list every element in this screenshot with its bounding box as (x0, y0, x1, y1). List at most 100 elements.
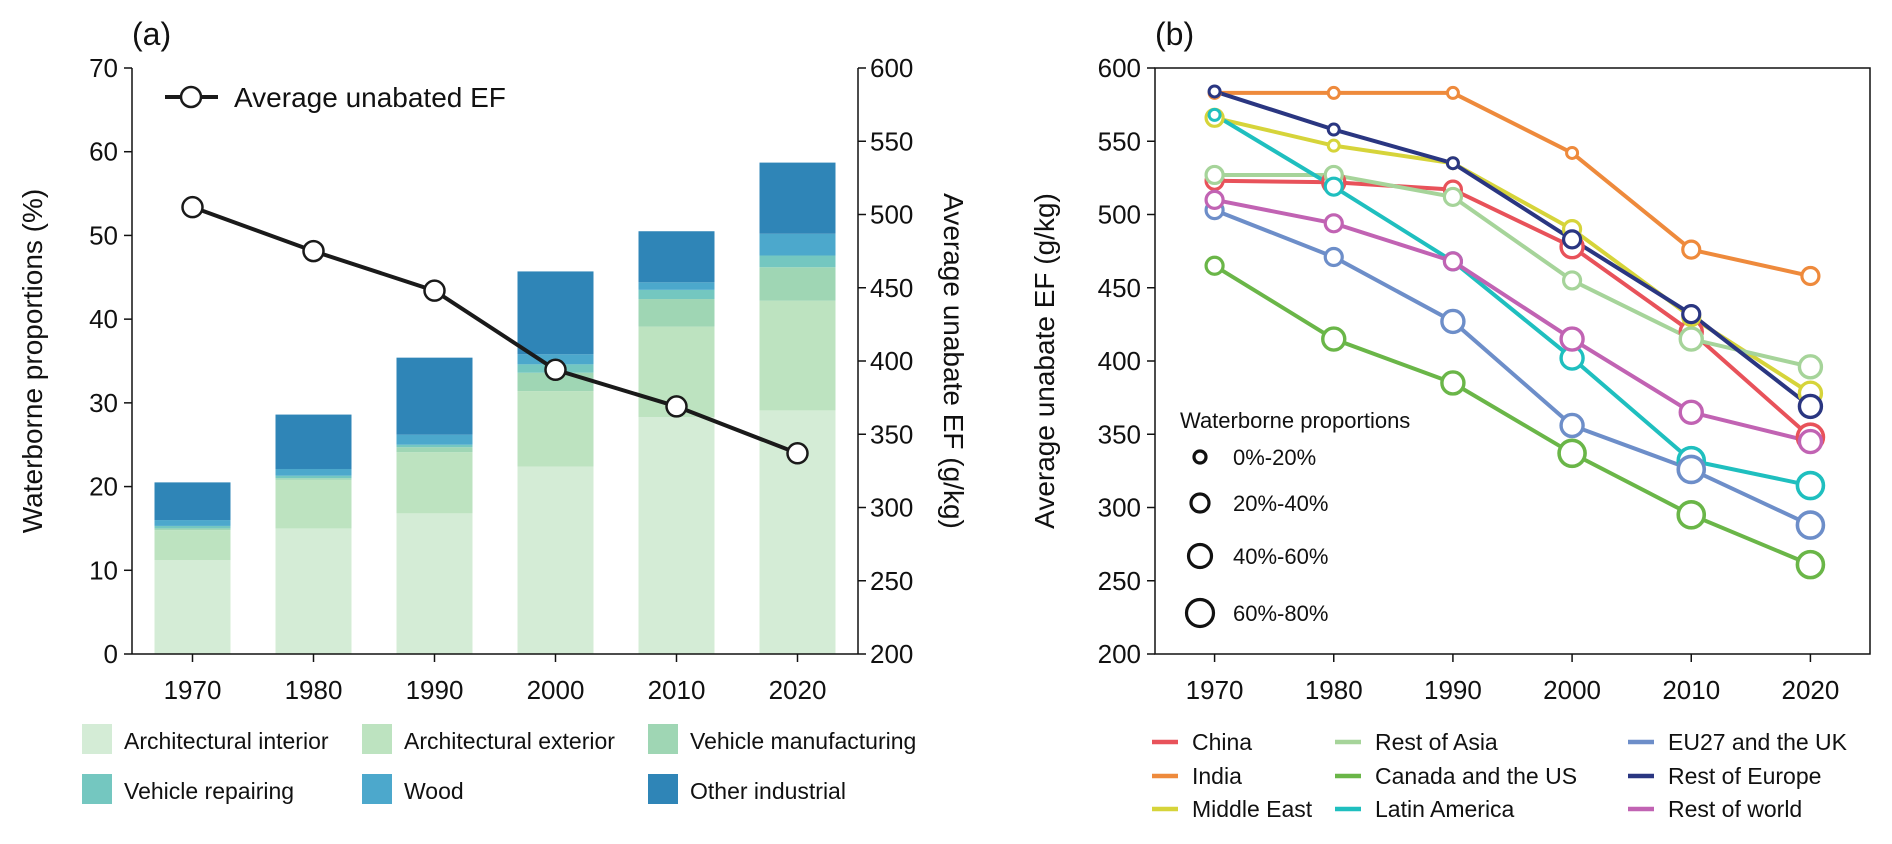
bar-segment-3-1 (275, 475, 352, 479)
panel-b-label: (b) (1155, 16, 1194, 52)
series-point-7-3 (1561, 229, 1583, 250)
bar-segment-4-4 (638, 282, 715, 290)
series-point-8-3 (1559, 326, 1585, 352)
bar-segment-1-1 (275, 479, 352, 529)
bar-segment-4-5 (759, 233, 836, 256)
legend-label-b-4: Canada and the US (1375, 763, 1577, 789)
legend-label-b-1: India (1192, 763, 1242, 789)
legend-label-b-7: Rest of Europe (1668, 763, 1821, 789)
series-point-1-3 (1565, 145, 1580, 160)
xtick-label-b-3: 2000 (1543, 675, 1601, 705)
ytick-label-b-0: 200 (1098, 639, 1141, 669)
series-point-4-2 (1440, 370, 1466, 396)
series-point-4-1 (1321, 326, 1347, 352)
series-point-2-1 (1326, 138, 1341, 153)
legend-label-b-3: Rest of Asia (1375, 729, 1498, 755)
ytick-label-a-6: 60 (89, 137, 118, 167)
panel-a-label: (a) (132, 16, 171, 52)
ytick-label-a-4: 40 (89, 304, 118, 334)
legend-marker-a (179, 85, 203, 109)
y2tick-label-a-4: 400 (870, 346, 913, 376)
series-point-8-5 (1797, 428, 1824, 455)
ytick-label-b-1: 250 (1098, 566, 1141, 596)
series-point-4-3 (1557, 438, 1587, 469)
ylabel-a: Waterborne proportions (%) (17, 189, 48, 533)
series-point-7-0 (1207, 84, 1222, 99)
size-legend-marker-1 (1189, 492, 1211, 514)
xtick-label-b-5: 2020 (1781, 675, 1839, 705)
series-point-6-2 (1440, 308, 1466, 335)
legend-swatch-a-0 (82, 724, 112, 754)
series-point-5-5 (1795, 470, 1826, 501)
bar-segment-0-1 (275, 528, 352, 654)
y2tick-label-a-6: 500 (870, 200, 913, 230)
bar-segment-1-5 (759, 300, 836, 411)
series-point-3-4 (1678, 326, 1704, 352)
y2tick-label-a-1: 250 (870, 566, 913, 596)
series-point-7-1 (1326, 122, 1341, 137)
series-line-6 (1213, 208, 1812, 527)
y2tick-label-a-2: 300 (870, 493, 913, 523)
series-point-6-1 (1323, 246, 1344, 268)
xtick-label-b-4: 2010 (1662, 675, 1720, 705)
bar-segment-5-1 (275, 414, 352, 469)
series-point-7-2 (1445, 156, 1460, 171)
series-point-3-3 (1561, 270, 1583, 291)
ytick-label-a-1: 10 (89, 555, 118, 585)
bar-segment-2-1 (275, 478, 352, 480)
bar-segment-5-4 (638, 231, 715, 283)
legend-label-a-4: Wood (404, 778, 464, 804)
xtick-label-a-2: 1990 (406, 675, 464, 705)
y2tick-label-a-0: 200 (870, 639, 913, 669)
y2tick-label-a-8: 600 (870, 53, 913, 83)
bar-segment-3-0 (154, 525, 231, 529)
legend-swatch-a-4 (362, 774, 392, 804)
ef-point-0 (181, 195, 204, 219)
ytick-label-b-7: 550 (1098, 126, 1141, 156)
series-point-1-2 (1445, 85, 1460, 100)
size-legend-label-1: 20%-40% (1233, 491, 1328, 516)
ef-point-3 (544, 358, 567, 382)
xtick-label-b-1: 1980 (1305, 675, 1363, 705)
size-legend-label-0: 0%-20% (1233, 445, 1316, 470)
series-line-8 (1214, 197, 1811, 444)
series-point-7-5 (1797, 393, 1824, 420)
bar-segment-5-2 (396, 357, 473, 435)
bar-segment-3-4 (638, 289, 715, 300)
series-point-8-2 (1442, 251, 1464, 272)
series-point-6-4 (1676, 454, 1707, 485)
y2tick-label-a-3: 350 (870, 419, 913, 449)
xtick-label-b-0: 1970 (1186, 675, 1244, 705)
ytick-label-b-3: 350 (1098, 419, 1141, 449)
series-point-3-0 (1204, 164, 1225, 186)
bar-segment-0-4 (638, 417, 715, 654)
series-point-8-0 (1204, 189, 1225, 210)
xtick-label-a-0: 1970 (164, 675, 222, 705)
xtick-label-a-3: 2000 (527, 675, 585, 705)
series-point-1-4 (1681, 239, 1702, 260)
y2label-a: Average unabate EF (g/kg) (938, 193, 969, 529)
ef-point-5 (786, 442, 809, 465)
bar-segment-0-2 (396, 513, 473, 654)
legend-swatch-a-1 (362, 724, 392, 754)
ytick-label-b-4: 400 (1098, 346, 1141, 376)
size-legend-title: Waterborne proportions (1180, 408, 1410, 433)
series-point-8-1 (1323, 213, 1344, 234)
ytick-label-b-2: 300 (1098, 493, 1141, 523)
bar-segment-2-5 (759, 267, 836, 301)
legend-swatch-a-2 (648, 724, 678, 754)
size-legend-marker-2 (1186, 542, 1214, 570)
ef-point-2 (423, 279, 446, 302)
legend-label-a-2: Vehicle manufacturing (690, 728, 916, 754)
series-point-1-1 (1326, 85, 1341, 100)
legend-label-a-1: Architectural exterior (404, 728, 615, 754)
series-point-4-0 (1204, 255, 1225, 276)
legend-label-b-5: Latin America (1375, 796, 1515, 822)
ytick-label-a-5: 50 (89, 220, 118, 250)
size-legend-marker-3 (1184, 597, 1216, 629)
legend-label-b-0: China (1192, 729, 1252, 755)
series-point-8-4 (1678, 399, 1704, 425)
bar-segment-5-5 (759, 162, 836, 234)
